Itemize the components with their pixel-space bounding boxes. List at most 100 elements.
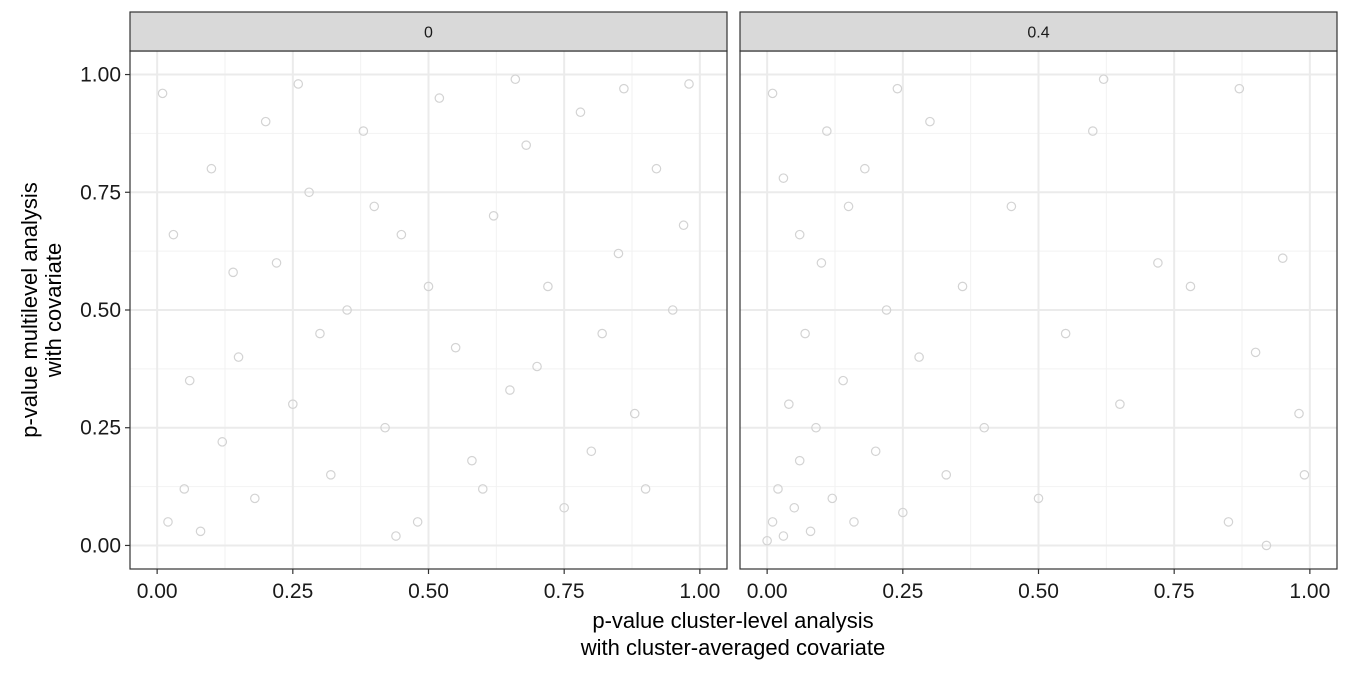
- y-axis: 0.00 0.25 0.50 0.75 1.00: [80, 64, 130, 557]
- scatter-point: [778, 173, 789, 183]
- scatter-point: [412, 517, 423, 527]
- scatter-point: [450, 342, 461, 353]
- scatter-point: [1294, 408, 1304, 419]
- scatter-point: [667, 305, 678, 315]
- scatter-point: [1060, 328, 1071, 339]
- x-tick-label: 1.00: [679, 580, 720, 603]
- scatter-point: [559, 502, 569, 513]
- scatter-point: [925, 116, 935, 127]
- scatter-point: [957, 281, 968, 292]
- scatter-point: [843, 201, 854, 212]
- facet-strip-label: 0.4: [1027, 25, 1049, 42]
- scatter-point: [684, 79, 694, 89]
- scatter-points: [762, 74, 1310, 551]
- scatter-point: [767, 517, 778, 527]
- scatter-point: [619, 83, 629, 94]
- scatter-point: [1185, 281, 1196, 292]
- scatter-point: [1234, 83, 1245, 94]
- scatter-point: [849, 517, 859, 527]
- scatter-point: [838, 375, 848, 386]
- scatter-point: [1223, 517, 1234, 527]
- scatter-point: [358, 126, 369, 136]
- scatter-point: [396, 229, 407, 240]
- scatter-point: [794, 455, 805, 466]
- x-axes: 0.00 0.25 0.50 0.75 1.00 0.00 0.25 0.50 0.75 1.00: [137, 569, 1330, 603]
- scatter-point: [260, 116, 271, 127]
- scatter-point: [773, 484, 783, 494]
- scatter-point: [816, 258, 827, 268]
- scatter-point: [827, 493, 838, 504]
- scatter-point: [250, 493, 260, 504]
- scatter-point: [762, 535, 772, 546]
- scatter-point: [1250, 347, 1261, 358]
- x-axis-panel-0: 0.00 0.25 0.50 0.75 1.00: [137, 569, 720, 603]
- scatter-point: [898, 507, 908, 518]
- scatter-point: [586, 446, 597, 457]
- scatter-point: [342, 305, 352, 315]
- y-tick-label: 1.00: [80, 64, 121, 87]
- scatter-point: [304, 187, 314, 198]
- scatter-point: [789, 502, 800, 513]
- scatter-point: [1299, 470, 1310, 480]
- scatter-point: [979, 422, 990, 433]
- scatter-point: [532, 361, 542, 372]
- facet-strip-label: 0: [424, 25, 433, 42]
- scatter-point: [941, 470, 952, 480]
- panel-1: 0.4: [739, 11, 1338, 570]
- scatter-point: [168, 229, 179, 240]
- scatter-point: [575, 107, 586, 118]
- scatter-point: [157, 88, 168, 99]
- scatter-point: [326, 470, 336, 480]
- scatter-point: [380, 422, 390, 433]
- scatter-points: [157, 74, 694, 541]
- x-tick-label: 0.25: [882, 580, 923, 603]
- scatter-point: [434, 93, 445, 103]
- scatter-point: [794, 229, 805, 240]
- scatter-point: [1098, 74, 1109, 85]
- scatter-point: [505, 385, 515, 395]
- scatter-point: [640, 484, 651, 494]
- scatter-point: [391, 531, 401, 541]
- scatter-point: [228, 267, 238, 278]
- scatter-point: [870, 446, 881, 457]
- scatter-point: [613, 248, 624, 259]
- scatter-point: [1087, 126, 1098, 136]
- scatter-point: [179, 484, 190, 494]
- y-axis-title: p-value multilevel analysis with covaria…: [17, 182, 66, 438]
- y-tick-label: 0.50: [80, 299, 121, 322]
- scatter-point: [811, 422, 821, 433]
- scatter-point: [233, 352, 244, 362]
- scatter-point: [510, 74, 521, 85]
- scatter-point: [293, 79, 304, 89]
- scatter-point: [543, 281, 553, 292]
- x-tick-label: 0.25: [272, 580, 313, 603]
- scatter-point: [163, 517, 173, 527]
- scatter-point: [892, 83, 903, 94]
- scatter-point: [217, 437, 228, 447]
- scatter-point: [521, 140, 531, 150]
- scatter-point: [184, 375, 195, 386]
- scatter-point: [1006, 201, 1017, 212]
- scatter-point: [488, 211, 499, 221]
- scatter-point: [315, 328, 325, 339]
- x-tick-label: 1.00: [1289, 580, 1330, 603]
- scatter-point: [423, 281, 434, 292]
- scatter-point: [651, 163, 662, 174]
- y-tick-label: 0.75: [80, 181, 121, 204]
- y-axis-title-line-2: with covariate: [41, 243, 66, 379]
- facet-strip: [739, 11, 1338, 52]
- x-tick-label: 0.75: [1154, 580, 1195, 603]
- scatter-point: [1261, 540, 1272, 551]
- scatter-point: [914, 352, 924, 362]
- y-axis-title-line-1: p-value multilevel analysis: [17, 182, 42, 438]
- scatter-point: [195, 526, 206, 537]
- scatter-point: [805, 526, 816, 537]
- x-tick-label: 0.00: [747, 580, 788, 603]
- scatter-point: [288, 399, 298, 409]
- scatter-point: [477, 484, 488, 494]
- scatter-point: [1033, 493, 1044, 504]
- scatter-point: [467, 455, 477, 466]
- scatter-point: [860, 163, 870, 174]
- x-tick-label: 0.50: [1018, 580, 1059, 603]
